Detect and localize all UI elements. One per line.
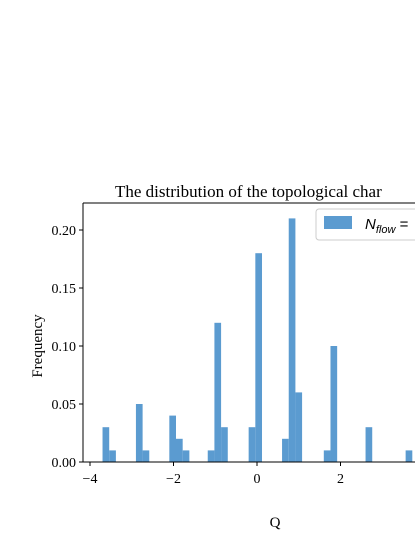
histogram-bar — [109, 450, 116, 462]
legend: Nflow = — [315, 208, 415, 241]
x-tick-label: −4 — [83, 472, 98, 487]
histogram-bar — [288, 218, 296, 462]
y-axis-label: Frequency — [30, 314, 46, 378]
histogram-bar — [221, 427, 228, 462]
histogram-bar — [365, 427, 373, 462]
y-tick-label: 0.15 — [52, 282, 77, 297]
histogram-bar — [248, 427, 256, 462]
axes — [82, 202, 415, 463]
bar-group — [102, 218, 413, 462]
histogram-bar — [169, 415, 176, 462]
histogram-bar — [282, 438, 289, 462]
histogram-bar — [135, 404, 143, 462]
legend-label-main: N — [365, 216, 376, 233]
histogram-bar — [295, 392, 303, 462]
y-tick-label: 0.05 — [52, 398, 77, 413]
x-tick-label: −2 — [166, 472, 181, 487]
histogram-bar — [323, 450, 331, 462]
histogram-bar — [182, 450, 190, 462]
x-ticks: −4 −2 0 2 — [83, 462, 344, 487]
legend-label-suffix: = — [395, 216, 408, 233]
histogram-bar — [176, 438, 183, 462]
histogram-bar — [330, 346, 338, 462]
y-tick-label: 0.00 — [52, 456, 77, 471]
y-tick-label: 0.20 — [52, 224, 77, 239]
histogram-bar — [102, 427, 110, 462]
histogram-bar — [207, 450, 215, 462]
legend-swatch — [324, 216, 352, 229]
chart-title: The distribution of the topological char — [115, 182, 382, 201]
y-tick-label: 0.10 — [52, 340, 77, 355]
histogram-bar — [255, 253, 263, 462]
histogram-bar — [142, 450, 150, 462]
histogram-bar — [405, 450, 413, 462]
x-tick-label: 0 — [254, 472, 261, 487]
x-axis-label: Q — [270, 515, 281, 531]
histogram-bar — [214, 322, 222, 462]
legend-label-subscript: flow — [376, 224, 397, 236]
y-ticks: 0.00 0.05 0.10 0.15 0.20 — [52, 224, 83, 471]
legend-label: Nflow = — [365, 216, 409, 236]
x-tick-label: 2 — [337, 472, 344, 487]
